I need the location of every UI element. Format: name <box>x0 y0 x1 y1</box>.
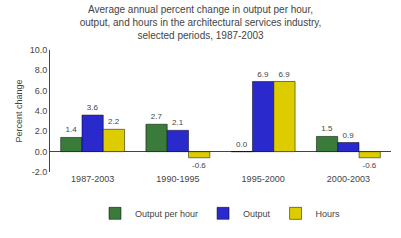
svg-text:Output: Output <box>243 209 271 219</box>
svg-text:-0.6: -0.6 <box>363 161 377 170</box>
svg-text:Hours: Hours <box>316 209 341 219</box>
svg-text:1987-2003: 1987-2003 <box>71 174 114 184</box>
svg-text:1.5: 1.5 <box>321 124 333 133</box>
svg-text:2.0: 2.0 <box>35 126 48 136</box>
svg-text:0.0: 0.0 <box>236 140 248 149</box>
svg-text:0.9: 0.9 <box>343 131 355 140</box>
svg-text:0.0: 0.0 <box>35 147 48 157</box>
svg-text:4.0: 4.0 <box>35 106 48 116</box>
svg-text:6.9: 6.9 <box>279 70 291 79</box>
svg-text:Percent change: Percent change <box>14 79 24 142</box>
svg-text:6.0: 6.0 <box>35 86 48 96</box>
svg-text:-0.6: -0.6 <box>192 161 206 170</box>
svg-text:2.7: 2.7 <box>151 112 163 121</box>
svg-text:2.1: 2.1 <box>172 118 184 127</box>
svg-text:10.0: 10.0 <box>30 45 48 55</box>
svg-text:Output per hour: Output per hour <box>135 209 198 219</box>
svg-text:1995-2000: 1995-2000 <box>242 174 285 184</box>
svg-text:3.6: 3.6 <box>87 103 99 112</box>
svg-text:-2.0: -2.0 <box>32 167 48 177</box>
svg-text:2.2: 2.2 <box>108 117 120 126</box>
svg-text:Average annual percent change: Average annual percent change in output … <box>80 4 322 41</box>
svg-text:1990-1995: 1990-1995 <box>156 174 199 184</box>
svg-text:2000-2003: 2000-2003 <box>327 174 370 184</box>
svg-text:8.0: 8.0 <box>35 65 48 75</box>
svg-text:1.4: 1.4 <box>65 125 77 134</box>
svg-text:6.9: 6.9 <box>257 70 269 79</box>
